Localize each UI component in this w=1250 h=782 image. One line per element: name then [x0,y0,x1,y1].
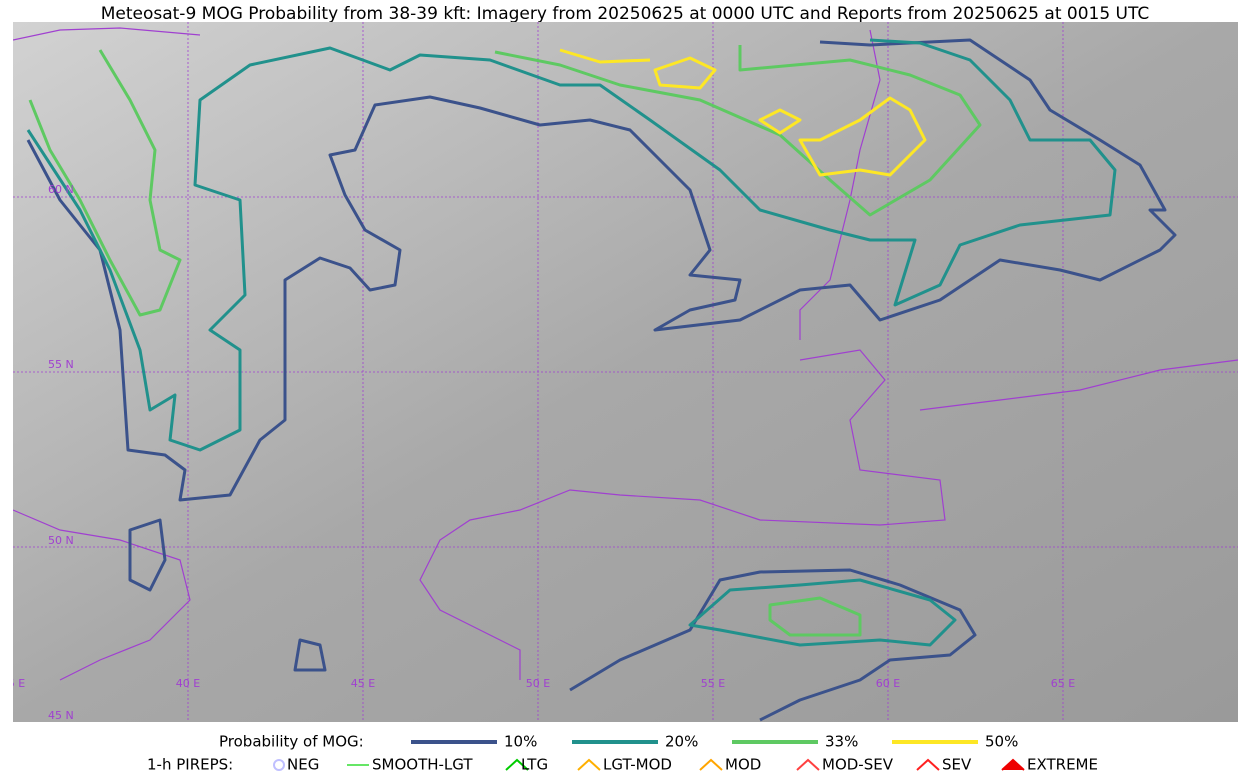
legend-item: LTG [521,756,548,774]
map-area: 60 N 55 N 50 N 45 N 35 E 40 E 45 E 50 E 55 E 60 … [1,22,1238,722]
legend: Probability of MOG: 1-h PIREPS: 10% 20% 33… [147,733,1098,774]
pirep-icon [273,759,285,771]
lon-labels: 35 E 40 E 45 E 50 E 55 E 60 E 65 E [1,677,1075,690]
legend-item: LGT-MOD [603,756,672,774]
pirep-icon [1001,758,1025,771]
lon-label: 45 E [351,677,375,690]
pirep-icon [577,758,601,771]
lon-label: 35 E [1,677,25,690]
pirep-icon [796,758,820,771]
legend-item: 33% [825,733,858,751]
legend-item: 10% [504,733,537,751]
lat-label: 60 N [48,183,74,196]
lat-labels: 60 N 55 N 50 N 45 N [48,183,74,722]
lon-label: 60 E [876,677,900,690]
lon-label: 55 E [701,677,725,690]
legend-item: MOD-SEV [822,756,894,774]
legend-item: SMOOTH-LGT [372,756,473,774]
legend-item: NEG [287,756,319,774]
legend-item: 50% [985,733,1018,751]
legend-item: MOD [725,756,761,774]
lon-label: 50 E [526,677,550,690]
lat-label: 50 N [48,534,74,547]
legend-item: SEV [942,756,972,774]
legend-label: Probability of MOG: [219,733,364,751]
lon-label: 65 E [1051,677,1075,690]
map-title: Meteosat-9 MOG Probability from 38-39 kf… [101,4,1150,24]
lon-label: 40 E [176,677,200,690]
pirep-icon [699,758,723,771]
pirep-icon [505,758,529,771]
legend-label: 1-h PIREPS: [147,756,233,774]
contours [26,38,1177,722]
pirep-icon [916,758,940,771]
lat-label: 55 N [48,358,74,371]
graticule [13,22,1238,722]
coastlines [13,27,1238,681]
legend-item: EXTREME [1027,756,1098,774]
lat-label: 45 N [48,709,74,722]
legend-item: 20% [665,733,698,751]
